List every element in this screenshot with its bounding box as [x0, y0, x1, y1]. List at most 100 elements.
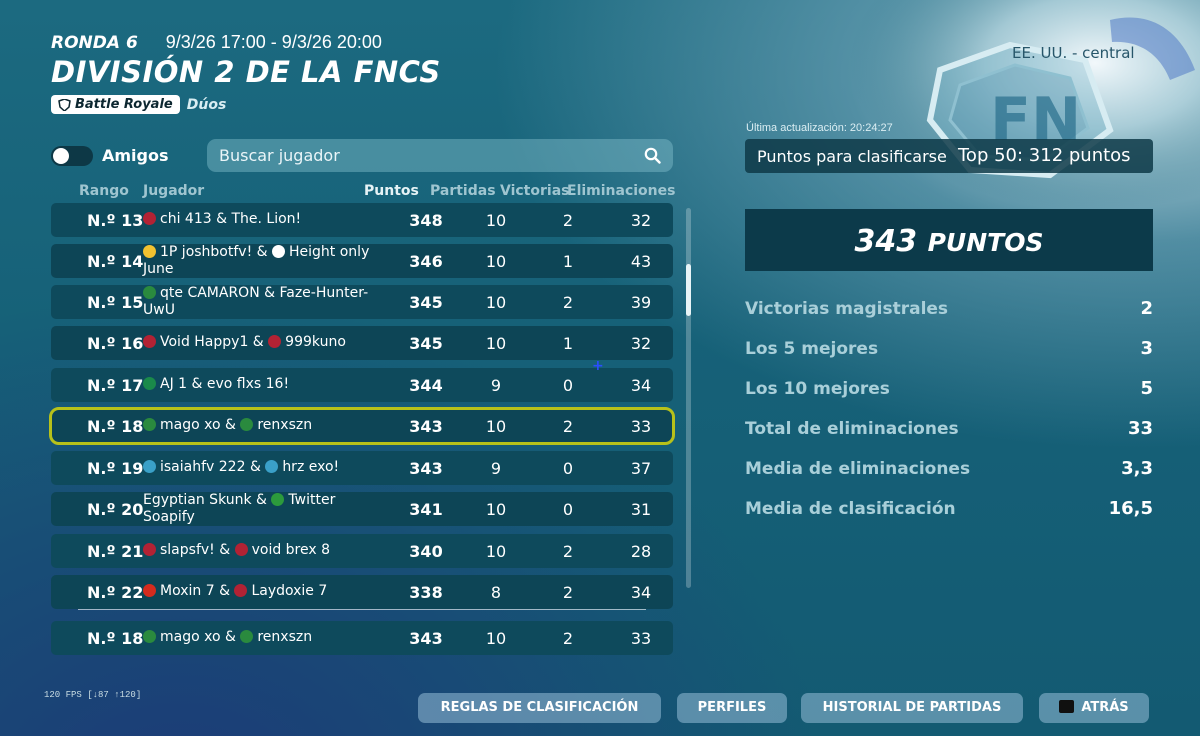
- wins-cell: 0: [562, 500, 574, 519]
- last-update: Última actualización: 20:24:27: [746, 122, 893, 134]
- qualify-label: Puntos para clasificarse: [757, 147, 947, 166]
- mode-badge-label: Battle Royale: [75, 97, 173, 112]
- rank: N.º 20: [87, 500, 144, 519]
- elims-cell: 39: [630, 293, 652, 312]
- mode-badge: Battle Royale: [51, 95, 180, 114]
- country-flag-icon: [143, 460, 156, 473]
- points-cell: 345: [409, 293, 443, 312]
- wins-cell: 0: [562, 376, 574, 395]
- table-row[interactable]: N.º 17 AJ 1 & evo flxs 16! 344 9 0 34: [51, 368, 673, 402]
- back-button-label: ATRÁS: [1081, 700, 1129, 715]
- elims-cell: 43: [630, 252, 652, 271]
- points-value: 343: [854, 224, 918, 259]
- table-row[interactable]: N.º 13 chi 413 & The. Lion! 348 10 2 32: [51, 203, 673, 237]
- table-row[interactable]: N.º 15 qte CAMARON & Faze-Hunter-UwU 345 10…: [51, 285, 673, 319]
- points-cell: 338: [409, 583, 443, 602]
- battle-royale-icon: [58, 98, 71, 111]
- table-row[interactable]: N.º 22 Moxin 7 & Laydoxie 7 338 8 2 34: [51, 575, 673, 609]
- scrollbar[interactable]: [686, 208, 691, 588]
- player-1-name: 1P joshbotfv! &: [160, 244, 273, 260]
- points-cell: 343: [409, 459, 443, 478]
- player-names: Egyptian Skunk & Twitter Soapify: [143, 492, 388, 526]
- table-row-selected[interactable]: N.º 18 mago xo & renxszn 343 10 2 33: [49, 407, 675, 445]
- table-row[interactable]: N.º 19 isaiahfv 222 & hrz exo! 343 9 0 37: [51, 451, 673, 485]
- search-input[interactable]: Buscar jugador: [207, 139, 673, 172]
- region-label: EE. UU. - central: [1012, 44, 1135, 62]
- search-icon[interactable]: [644, 147, 661, 164]
- points-cell: 345: [409, 334, 443, 353]
- qualify-value: Top 50: 312 puntos: [958, 145, 1131, 166]
- matches-cell: 10: [485, 293, 507, 312]
- stat-value: 16,5: [1108, 498, 1153, 519]
- table-row[interactable]: N.º 21 slapsfv! & void brex 8 340 10 2 28: [51, 534, 673, 568]
- player-1-name: mago xo &: [160, 417, 241, 433]
- stat-row: Los 5 mejores 3: [745, 338, 1153, 361]
- stat-row: Media de eliminaciones 3,3: [745, 458, 1153, 481]
- player-2-name: hrz exo!: [282, 459, 340, 475]
- country-flag-icon: [234, 543, 248, 556]
- mode-info: Battle Royale Dúos: [51, 95, 226, 114]
- wins-cell: 2: [562, 629, 574, 648]
- stat-label: Los 5 mejores: [745, 339, 879, 359]
- cursor-crosshair-icon: +: [592, 358, 604, 374]
- scrollbar-thumb[interactable]: [686, 264, 691, 316]
- fncs-logo-art: FN: [850, 0, 1200, 210]
- stat-row: Media de clasificación 16,5: [745, 498, 1153, 521]
- matches-cell: 10: [485, 417, 507, 436]
- player-names: 1P joshbotfv! & Height only June: [143, 244, 388, 278]
- stat-row: Los 10 mejores 5: [745, 378, 1153, 401]
- stat-label: Media de clasificación: [745, 499, 956, 519]
- player-1-name: mago xo &: [160, 629, 241, 645]
- friends-toggle[interactable]: [51, 146, 93, 166]
- points-cell: 344: [409, 376, 443, 395]
- qualify-box: Puntos para clasificarse Top 50: 312 pun…: [745, 139, 1153, 173]
- country-flag-icon: [272, 245, 286, 258]
- table-row[interactable]: N.º 14 1P joshbotfv! & Height only June 34…: [51, 244, 673, 278]
- wins-cell: 2: [562, 542, 574, 561]
- country-flag-icon: [143, 543, 156, 556]
- player-1-name: Egyptian Skunk &: [143, 492, 272, 508]
- points-cell: 340: [409, 542, 443, 561]
- back-button[interactable]: ATRÁS: [1039, 693, 1149, 723]
- player-names: Moxin 7 & Laydoxie 7: [143, 583, 388, 600]
- player-1-name: chi 413 & The. Lion!: [160, 211, 302, 227]
- round-label: RONDA 6: [51, 33, 138, 53]
- player-1-name: AJ 1 & evo flxs 16!: [160, 376, 290, 392]
- player-names: chi 413 & The. Lion!: [143, 211, 388, 228]
- wins-cell: 2: [562, 293, 574, 312]
- wins-cell: 0: [562, 459, 574, 478]
- player-1-name: isaiahfv 222 &: [160, 459, 266, 475]
- country-flag-icon: [240, 630, 254, 643]
- country-flag-icon: [265, 460, 279, 473]
- player-names: qte CAMARON & Faze-Hunter-UwU: [143, 285, 388, 319]
- player-names: Void Happy1 & 999kuno: [143, 334, 388, 351]
- elims-cell: 32: [630, 334, 652, 353]
- player-2-name: 999kuno: [285, 334, 346, 350]
- country-flag-icon: [143, 286, 156, 299]
- elims-cell: 37: [630, 459, 652, 478]
- match-history-button[interactable]: HISTORIAL DE PARTIDAS: [801, 693, 1023, 723]
- matches-cell: 10: [485, 500, 507, 519]
- table-row[interactable]: N.º 20 Egyptian Skunk & Twitter Soapify 34…: [51, 492, 673, 526]
- col-matches[interactable]: Partidas: [430, 183, 496, 199]
- col-wins[interactable]: Victorias: [500, 183, 570, 199]
- rules-button[interactable]: REGLAS DE CLASIFICACIÓN: [418, 693, 661, 723]
- rank: N.º 16: [87, 334, 144, 353]
- stat-row: Total de eliminaciones 33: [745, 418, 1153, 441]
- rank: N.º 22: [87, 583, 144, 602]
- profiles-button[interactable]: PERFILES: [677, 693, 787, 723]
- col-points[interactable]: Puntos: [364, 183, 419, 199]
- friends-label: Amigos: [102, 146, 169, 165]
- player-1-name: qte CAMARON & Faze-Hunter-UwU: [143, 285, 369, 318]
- table-row[interactable]: N.º 16 Void Happy1 & 999kuno 345 10 1 32: [51, 326, 673, 360]
- self-row[interactable]: N.º 18 mago xo & renxszn 343 10 2 33: [51, 621, 673, 655]
- player-2-name: renxszn: [257, 417, 313, 433]
- player-names: mago xo & renxszn: [143, 629, 388, 646]
- rank: N.º 17: [87, 376, 144, 395]
- stat-label: Total de eliminaciones: [745, 419, 959, 439]
- keyboard-key-icon: [1059, 700, 1075, 713]
- player-2-name: void brex 8: [251, 542, 331, 558]
- elims-cell: 31: [630, 500, 652, 519]
- elims-cell: 33: [630, 629, 652, 648]
- col-elims[interactable]: Eliminaciones: [567, 183, 676, 199]
